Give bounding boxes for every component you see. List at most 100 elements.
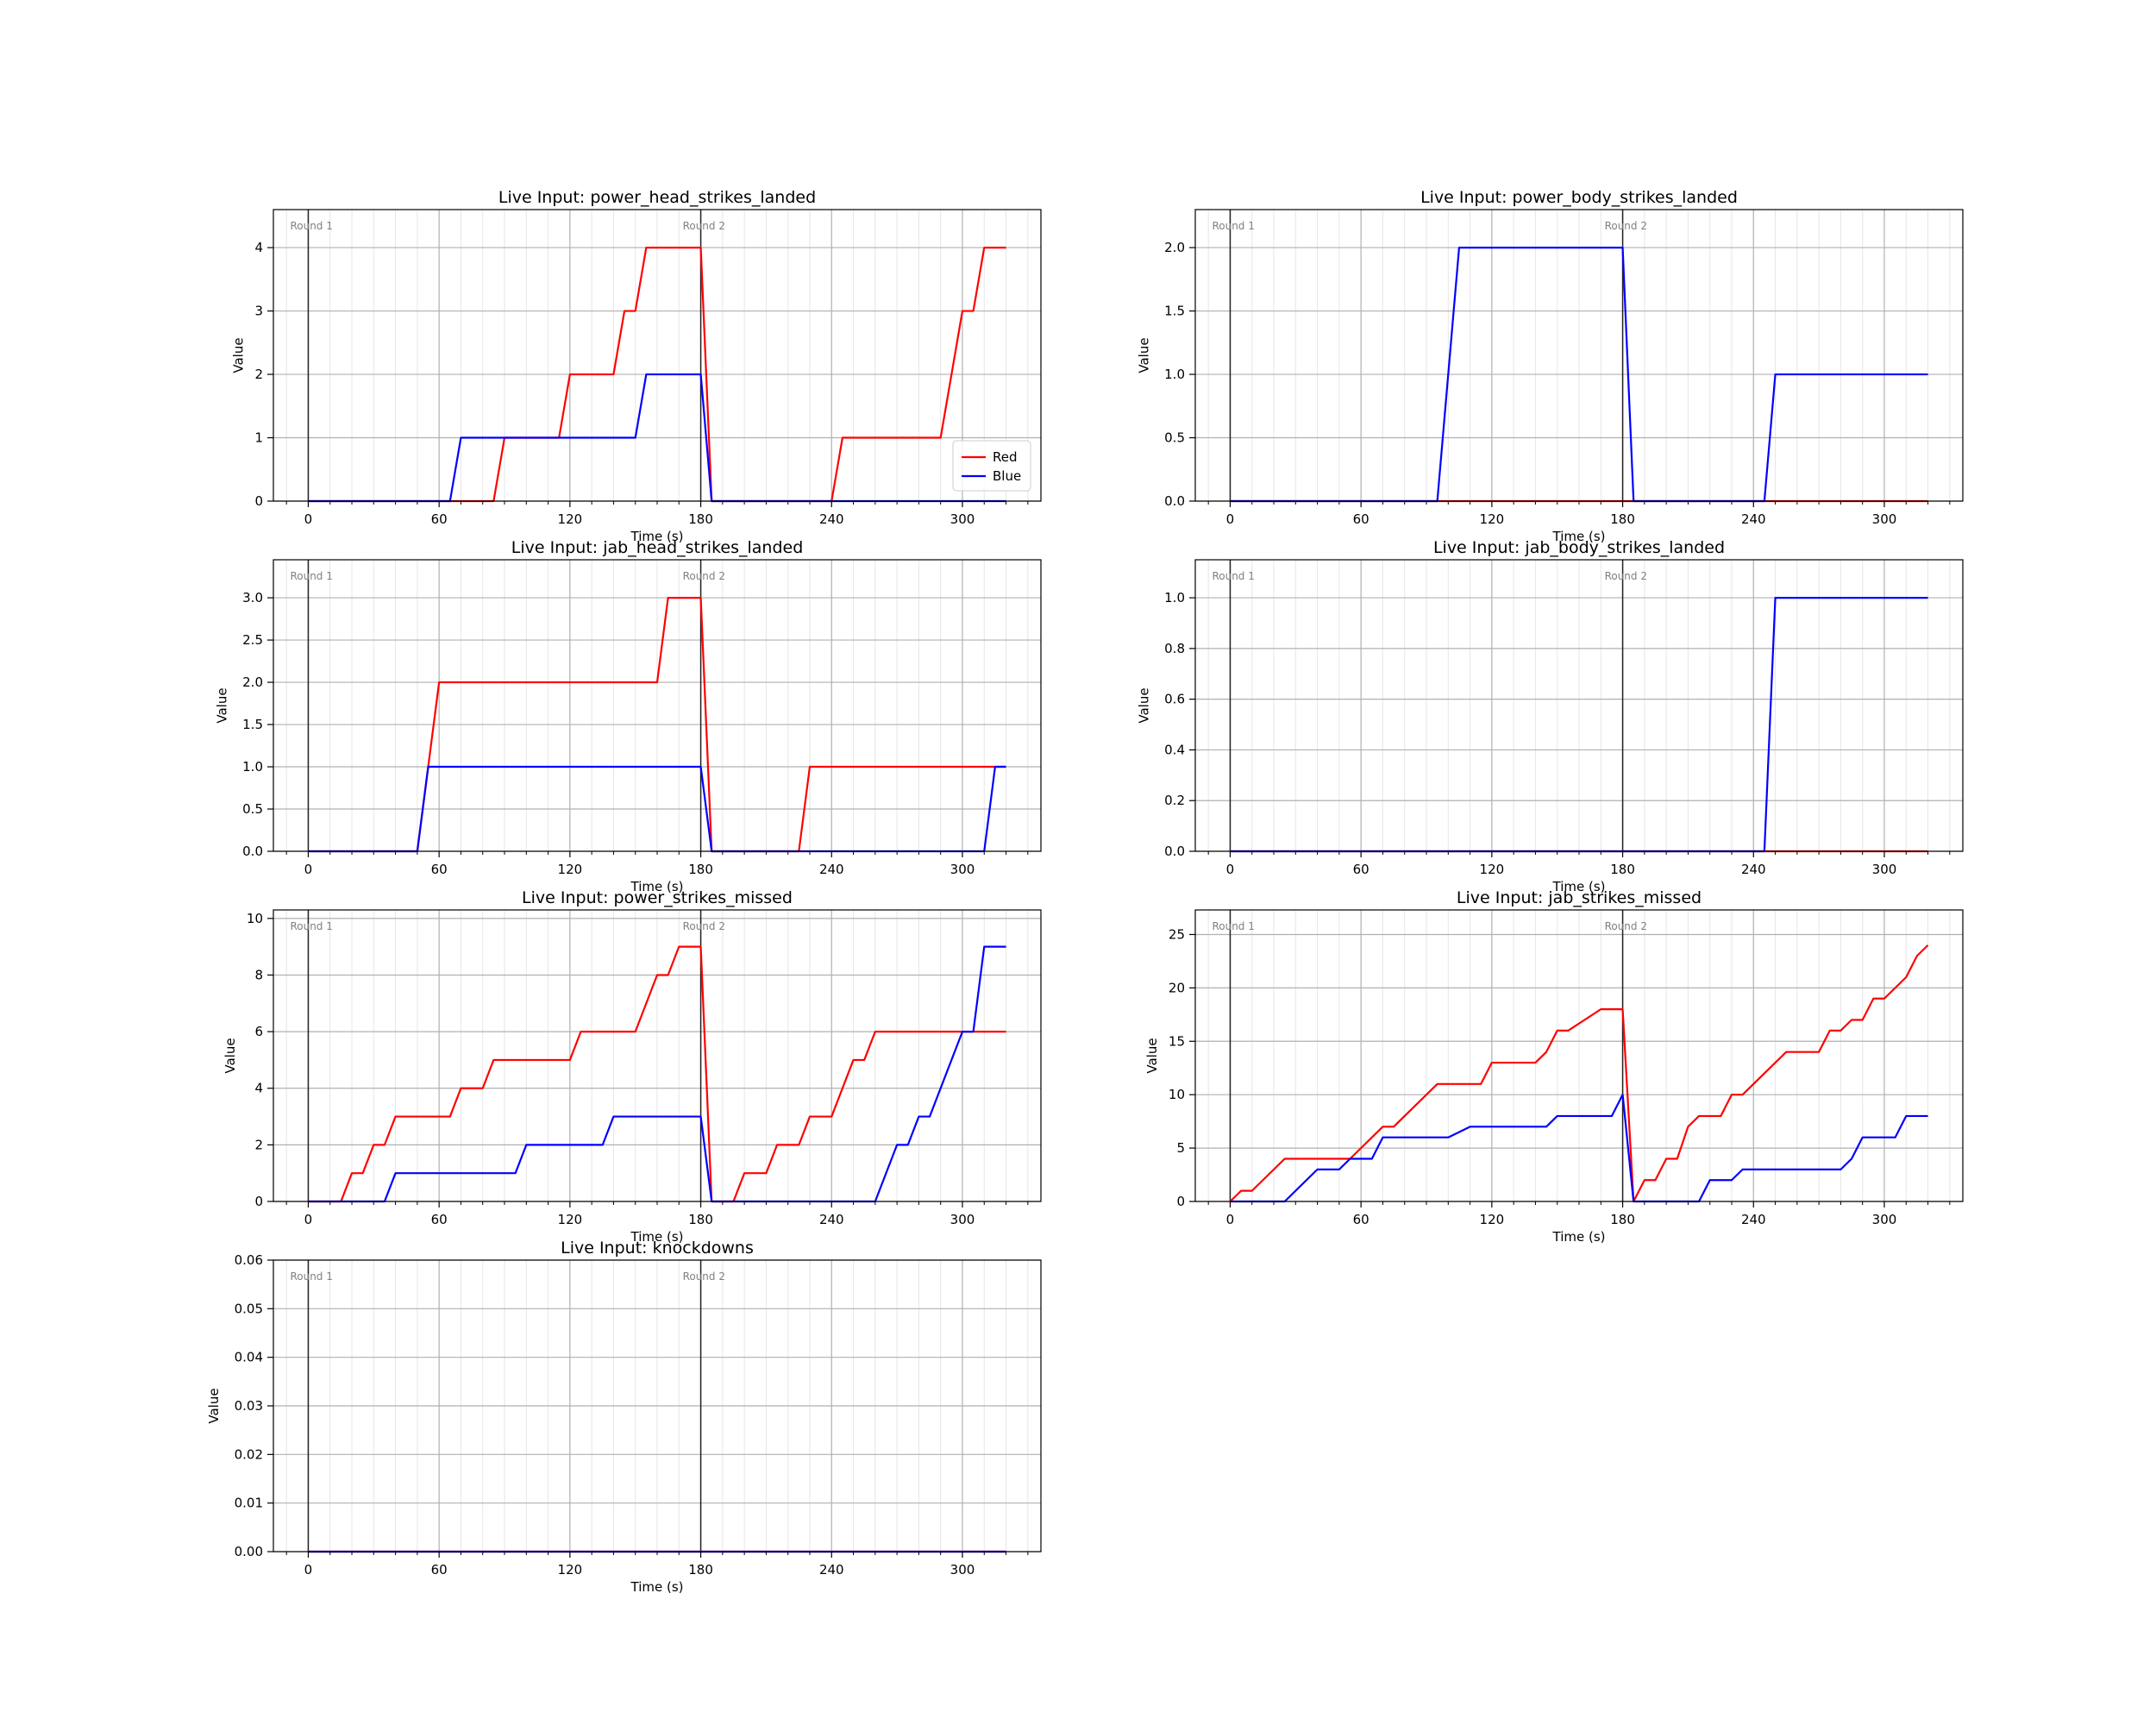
round-marker-label: Round 1 [1212,920,1254,932]
y-axis-label: Value [1144,1038,1160,1073]
round-marker-label: Round 2 [683,1270,725,1283]
y-tick-label: 0.5 [1164,430,1185,446]
y-tick-label: 1.5 [242,717,263,732]
x-axis-label: Time (s) [630,1229,684,1245]
chart-panel: Round 1 Round 2 0 60 120 180 240 300 0.0 0.5 1.0 1.… [1137,188,1964,544]
y-tick-label: 0 [254,1194,263,1209]
x-axis-label: Time (s) [630,529,684,544]
round-marker-label: Round 1 [1212,570,1254,582]
y-tick-label: 2.0 [242,674,263,690]
x-axis-label: Time (s) [1552,1229,1606,1245]
chart-panel: Round 1 Round 2 0 60 120 180 240 300 0.0 0.2 0.4 0.… [1137,538,1964,894]
x-tick-label: 0 [304,1562,313,1578]
y-tick-label: 2 [254,367,263,382]
chart-panel: Round 1 Round 2 0 60 120 180 240 300 0 2 4 6 8 10 Live… [222,888,1042,1245]
x-tick-label: 60 [1353,1212,1369,1227]
chart-panel: Round 1 Round 2 0 60 120 180 240 300 0.00 0.01 0.0… [206,1239,1042,1595]
y-tick-label: 1 [254,430,263,446]
x-tick-label: 180 [1610,862,1635,877]
legend: Red Blue [952,440,1031,492]
x-tick-label: 0 [304,1212,313,1227]
y-tick-label: 0.8 [1164,641,1185,656]
x-tick-label: 240 [819,511,844,527]
legend-label-red: Red [993,449,1018,465]
y-tick-label: 1.0 [242,759,263,775]
y-tick-label: 2 [254,1137,263,1152]
y-tick-label: 0.0 [1164,493,1185,509]
x-tick-label: 180 [688,1212,713,1227]
y-tick-label: 1.0 [1164,367,1185,382]
y-tick-label: 6 [254,1024,263,1039]
x-tick-label: 240 [819,862,844,877]
x-tick-label: 300 [1872,1212,1897,1227]
y-axis-label: Value [206,1388,222,1423]
y-tick-label: 2.5 [242,632,263,648]
y-axis-label: Value [1137,337,1152,373]
y-tick-label: 1.5 [1164,304,1185,319]
x-tick-label: 180 [688,511,713,527]
x-tick-label: 0 [304,511,313,527]
round-marker-label: Round 1 [1212,220,1254,232]
round-marker-label: Round 1 [290,570,332,582]
x-tick-label: 180 [1610,1212,1635,1227]
y-axis-label: Value [1137,687,1152,723]
y-tick-label: 4 [254,240,263,255]
round-marker-label: Round 2 [683,220,725,232]
x-tick-label: 0 [1226,1212,1235,1227]
chart-title: Live Input: jab_head_strikes_landed [511,538,804,557]
y-axis-label: Value [222,1038,238,1073]
y-tick-label: 0.6 [1164,692,1185,707]
y-axis-label: Value [215,687,230,723]
x-tick-label: 300 [1872,511,1897,527]
legend-label-blue: Blue [993,468,1021,484]
x-tick-label: 0 [1226,511,1235,527]
x-tick-label: 300 [950,1562,975,1578]
chart-title: Live Input: power_strikes_missed [522,888,793,907]
y-tick-label: 15 [1169,1033,1185,1049]
chart-title: Live Input: power_body_strikes_landed [1420,188,1738,207]
round-marker-label: Round 2 [1605,920,1647,932]
y-tick-label: 3 [254,304,263,319]
y-axis-label: Value [231,337,247,373]
series-line-blue [1230,1094,1928,1203]
y-tick-label: 8 [254,967,263,982]
x-tick-label: 120 [558,862,583,877]
y-tick-label: 0.5 [242,801,263,817]
x-tick-label: 240 [819,1212,844,1227]
x-axis-label: Time (s) [630,1579,684,1595]
series-line-red [1229,944,1929,1203]
x-tick-label: 60 [431,511,448,527]
y-tick-label: 0.06 [235,1252,263,1268]
x-tick-label: 60 [431,1562,448,1578]
x-tick-label: 60 [1353,511,1369,527]
y-tick-label: 0 [1176,1194,1185,1209]
round-marker-label: Round 1 [290,220,332,232]
x-tick-label: 60 [431,862,448,877]
x-tick-label: 300 [950,511,975,527]
chart-title: Live Input: knockdowns [561,1239,754,1258]
y-tick-label: 3.0 [242,590,263,605]
x-tick-label: 300 [1872,862,1897,877]
chart-panel: Round 1 Round 2 0 60 120 180 240 300 0 5 10 15 20 25 L… [1144,888,1964,1245]
round-marker-label: Round 2 [1605,570,1647,582]
x-tick-label: 240 [1741,862,1766,877]
round-marker-label: Round 2 [683,920,725,932]
y-tick-label: 2.0 [1164,240,1185,255]
round-marker-label: Round 2 [1605,220,1647,232]
round-marker-label: Round 2 [683,570,725,582]
chart-title: Live Input: jab_strikes_missed [1457,888,1702,907]
x-tick-label: 60 [431,1212,448,1227]
x-axis-label: Time (s) [630,879,684,894]
y-tick-label: 10 [1169,1087,1185,1102]
x-tick-label: 120 [558,1562,583,1578]
x-tick-label: 240 [1741,511,1766,527]
x-axis-label: Time (s) [1552,879,1606,894]
x-tick-label: 120 [1480,862,1505,877]
y-tick-label: 0.01 [235,1496,263,1511]
y-tick-label: 0.00 [235,1544,263,1559]
y-tick-label: 0.0 [242,844,263,859]
y-tick-label: 0.04 [235,1350,263,1365]
round-marker-label: Round 1 [290,1270,332,1283]
series-line-blue [308,765,1006,853]
